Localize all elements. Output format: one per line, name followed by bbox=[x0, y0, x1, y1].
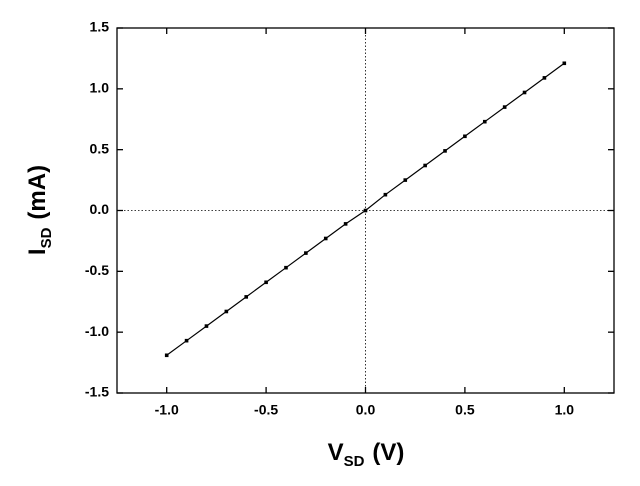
y-tick-label: 1.0 bbox=[90, 80, 110, 96]
x-title-main: V bbox=[328, 439, 344, 466]
x-tick-label: -1.0 bbox=[155, 402, 179, 418]
y-tick-label: 0.5 bbox=[90, 140, 110, 156]
marker bbox=[363, 208, 368, 213]
y-title-main: I bbox=[24, 248, 51, 255]
x-tick-label: -0.5 bbox=[254, 402, 278, 418]
marker bbox=[244, 295, 249, 299]
x-tick-label: 0.5 bbox=[455, 402, 475, 418]
x-axis-title: VSD (V) bbox=[328, 439, 405, 470]
y-tick-label: -1.0 bbox=[85, 323, 109, 339]
x-tick-label: 1.0 bbox=[555, 402, 575, 418]
marker bbox=[224, 309, 229, 314]
marker bbox=[522, 90, 527, 95]
marker bbox=[264, 280, 268, 285]
marker bbox=[323, 236, 328, 241]
y-tick-label: -0.5 bbox=[85, 262, 109, 278]
y-title-sub: SD bbox=[38, 227, 55, 248]
y-axis-title: ISD (mA) bbox=[24, 165, 55, 255]
x-tick-label: 0.0 bbox=[356, 402, 376, 418]
y-tick-label: -1.5 bbox=[85, 384, 109, 400]
marker bbox=[502, 105, 507, 109]
marker bbox=[562, 61, 567, 66]
marker bbox=[463, 134, 467, 139]
marker bbox=[443, 149, 447, 153]
marker bbox=[542, 76, 547, 80]
marker bbox=[383, 192, 388, 197]
y-tick-label: 1.5 bbox=[90, 19, 110, 35]
marker bbox=[184, 338, 189, 343]
x-title-unit: (V) bbox=[372, 439, 404, 466]
marker bbox=[423, 163, 427, 168]
marker bbox=[284, 265, 288, 270]
x-title-sub: SD bbox=[344, 453, 365, 470]
y-title-unit: (mA) bbox=[24, 165, 51, 220]
marker bbox=[482, 119, 487, 124]
marker bbox=[204, 324, 209, 328]
y-tick-label: 0.0 bbox=[90, 201, 110, 217]
marker bbox=[403, 178, 408, 182]
marker bbox=[343, 222, 348, 226]
marker bbox=[304, 251, 308, 255]
marker bbox=[164, 353, 169, 358]
